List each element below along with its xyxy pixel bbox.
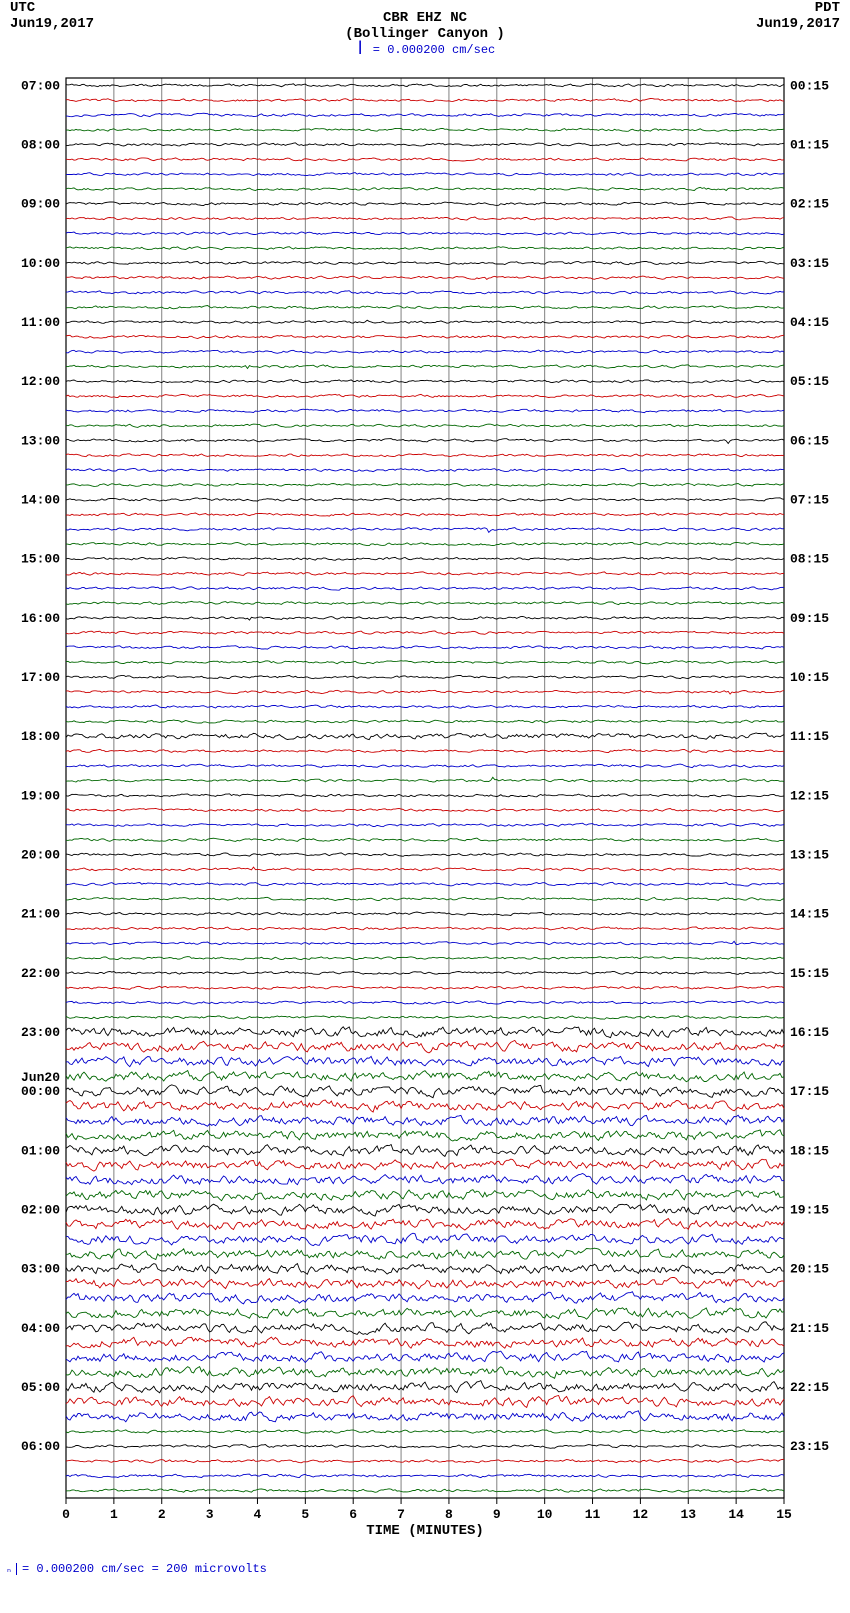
svg-text:0: 0 xyxy=(62,1507,70,1522)
svg-text:23:00: 23:00 xyxy=(21,1025,60,1040)
utc-label: UTC xyxy=(10,0,94,16)
svg-text:1: 1 xyxy=(110,1507,118,1522)
svg-text:9: 9 xyxy=(493,1507,501,1522)
svg-text:01:00: 01:00 xyxy=(21,1143,60,1158)
svg-text:14:15: 14:15 xyxy=(790,907,829,922)
svg-text:10:15: 10:15 xyxy=(790,670,829,685)
svg-text:02:15: 02:15 xyxy=(790,197,829,212)
svg-text:12:00: 12:00 xyxy=(21,374,60,389)
svg-text:22:00: 22:00 xyxy=(21,966,60,981)
svg-text:07:00: 07:00 xyxy=(21,78,60,93)
svg-text:2: 2 xyxy=(158,1507,166,1522)
svg-text:10: 10 xyxy=(537,1507,553,1522)
svg-text:00:15: 00:15 xyxy=(790,78,829,93)
svg-text:09:15: 09:15 xyxy=(790,611,829,626)
seismogram-chart: 0123456789101112131415TIME (MINUTES)07:0… xyxy=(10,68,840,1548)
svg-text:03:00: 03:00 xyxy=(21,1262,60,1277)
svg-text:07:15: 07:15 xyxy=(790,493,829,508)
svg-text:18:00: 18:00 xyxy=(21,729,60,744)
svg-text:02:00: 02:00 xyxy=(21,1203,60,1218)
svg-text:19:15: 19:15 xyxy=(790,1203,829,1218)
svg-text:03:15: 03:15 xyxy=(790,256,829,271)
utc-date: Jun19,2017 xyxy=(10,16,94,32)
svg-text:4: 4 xyxy=(254,1507,262,1522)
footer-scale: ₙ= 0.000200 cm/sec = 200 microvolts xyxy=(0,1548,850,1586)
svg-text:TIME (MINUTES): TIME (MINUTES) xyxy=(366,1523,484,1539)
svg-text:11:15: 11:15 xyxy=(790,729,829,744)
svg-text:13: 13 xyxy=(680,1507,696,1522)
svg-text:14: 14 xyxy=(728,1507,744,1522)
svg-text:06:00: 06:00 xyxy=(21,1439,60,1454)
svg-text:19:00: 19:00 xyxy=(21,788,60,803)
svg-text:15:15: 15:15 xyxy=(790,966,829,981)
svg-text:21:00: 21:00 xyxy=(21,907,60,922)
svg-text:23:15: 23:15 xyxy=(790,1439,829,1454)
svg-text:15:00: 15:00 xyxy=(21,552,60,567)
svg-text:20:15: 20:15 xyxy=(790,1262,829,1277)
svg-text:22:15: 22:15 xyxy=(790,1380,829,1395)
svg-text:8: 8 xyxy=(445,1507,453,1522)
svg-text:Jun20: Jun20 xyxy=(21,1070,60,1085)
svg-text:20:00: 20:00 xyxy=(21,848,60,863)
svg-text:16:00: 16:00 xyxy=(21,611,60,626)
svg-text:5: 5 xyxy=(301,1507,309,1522)
pdt-label: PDT xyxy=(756,0,840,16)
station-location: (Bollinger Canyon ) xyxy=(0,26,850,42)
svg-text:00:00: 00:00 xyxy=(21,1084,60,1099)
svg-text:08:00: 08:00 xyxy=(21,138,60,153)
svg-text:13:00: 13:00 xyxy=(21,433,60,448)
svg-text:01:15: 01:15 xyxy=(790,138,829,153)
svg-text:14:00: 14:00 xyxy=(21,493,60,508)
svg-text:04:15: 04:15 xyxy=(790,315,829,330)
svg-text:05:00: 05:00 xyxy=(21,1380,60,1395)
svg-text:18:15: 18:15 xyxy=(790,1143,829,1158)
svg-text:13:15: 13:15 xyxy=(790,848,829,863)
svg-text:11:00: 11:00 xyxy=(21,315,60,330)
station-code: CBR EHZ NC xyxy=(0,0,850,26)
svg-text:06:15: 06:15 xyxy=(790,433,829,448)
svg-text:17:00: 17:00 xyxy=(21,670,60,685)
svg-text:21:15: 21:15 xyxy=(790,1321,829,1336)
svg-text:05:15: 05:15 xyxy=(790,374,829,389)
svg-text:09:00: 09:00 xyxy=(21,197,60,212)
pdt-date: Jun19,2017 xyxy=(756,16,840,32)
svg-text:11: 11 xyxy=(585,1507,601,1522)
svg-text:16:15: 16:15 xyxy=(790,1025,829,1040)
svg-text:15: 15 xyxy=(776,1507,792,1522)
scale-indicator: ǀ = 0.000200 cm/sec xyxy=(0,40,850,60)
svg-text:17:15: 17:15 xyxy=(790,1084,829,1099)
svg-text:08:15: 08:15 xyxy=(790,552,829,567)
svg-text:7: 7 xyxy=(397,1507,405,1522)
svg-text:6: 6 xyxy=(349,1507,357,1522)
svg-text:3: 3 xyxy=(206,1507,214,1522)
svg-text:10:00: 10:00 xyxy=(21,256,60,271)
svg-text:12:15: 12:15 xyxy=(790,788,829,803)
svg-text:04:00: 04:00 xyxy=(21,1321,60,1336)
svg-text:12: 12 xyxy=(633,1507,649,1522)
